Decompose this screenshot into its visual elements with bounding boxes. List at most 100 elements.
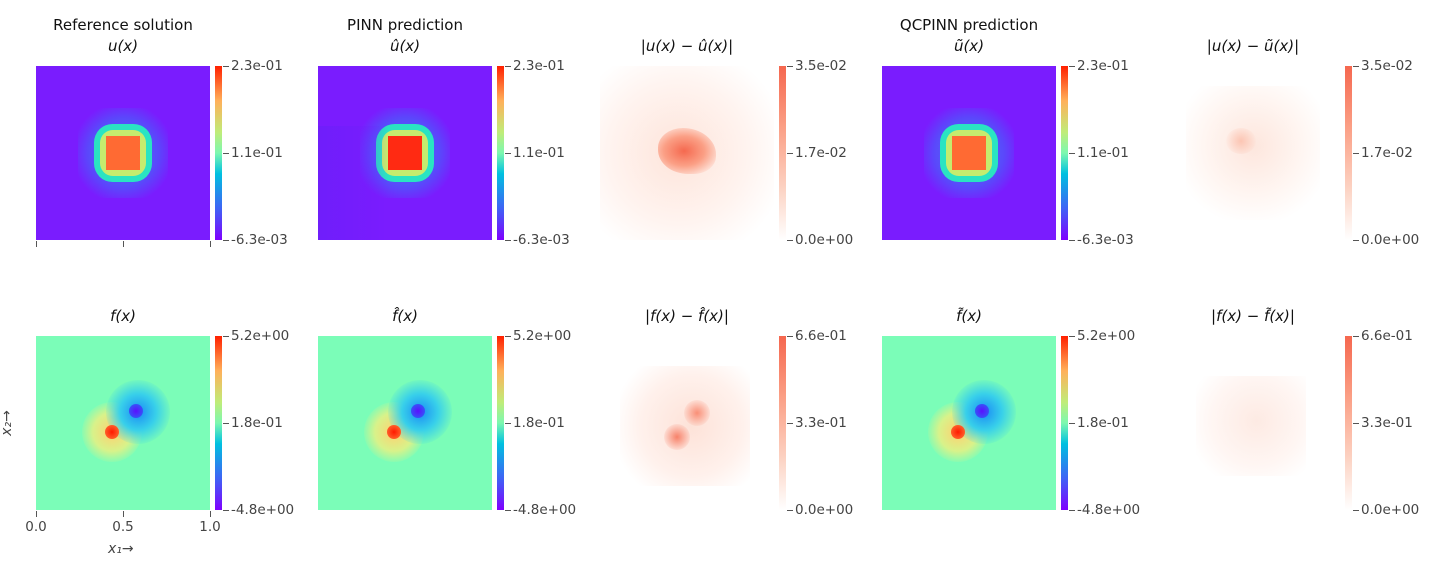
negative-lobe-peak [129, 404, 143, 418]
panel-r1c3-colorbar-label-1: 1.8e-01 [1077, 415, 1129, 431]
panel-r0c1-colorbar-label-2: -6.3e-03 [513, 232, 570, 248]
panel-r0c1-colorbar-tick-2 [505, 240, 511, 241]
error-peak [1226, 128, 1256, 154]
panel-r0c1-colorbar [497, 66, 504, 240]
panel-r0c4-heatmap [1166, 66, 1340, 240]
error-peak [658, 128, 716, 174]
panel-r1c3-title: f̃(x) [956, 307, 982, 325]
panel-r1c4-colorbar-tick-0 [1353, 336, 1359, 337]
panel-r0c1-colorbar-label-0: 2.3e-01 [513, 58, 565, 74]
bottom-left-xtick-0 [36, 511, 37, 517]
panel-r0c3-colorbar-tick-0 [1069, 66, 1075, 67]
top-left-xtick-1 [123, 241, 124, 247]
panel-r0c3-colorbar [1061, 66, 1068, 240]
panel-r1c2-colorbar-tick-2 [787, 510, 793, 511]
field-core [106, 136, 140, 170]
panel-r1c4-colorbar [1345, 336, 1352, 510]
panel-r1c1-title: f̂(x) [392, 307, 418, 325]
error-peak-2 [684, 400, 710, 426]
panel-r0c0-colorbar [215, 66, 222, 240]
panel-r1c1-colorbar-tick-2 [505, 510, 511, 511]
top-left-xtick-2 [210, 241, 211, 247]
panel-r1c0-colorbar-label-2: -4.8e+00 [231, 502, 295, 518]
panel-r1c3-colorbar-label-0: 5.2e+00 [1077, 328, 1136, 344]
panel-r1c1-colorbar-label-2: -4.8e+00 [513, 502, 577, 518]
panel-r0c2-colorbar-tick-0 [787, 66, 793, 67]
x-axis-label: x₁→ [108, 541, 134, 557]
panel-r1c2-colorbar-label-2: 0.0e+00 [795, 502, 854, 518]
panel-r0c0-suptitle: Reference solution [53, 16, 193, 34]
panel-r0c4-colorbar-label-2: 0.0e+00 [1361, 232, 1420, 248]
panel-r1c2-colorbar-label-1: 3.3e-01 [795, 415, 847, 431]
positive-lobe-peak [951, 425, 965, 439]
panel-r0c0-colorbar-tick-1 [223, 153, 229, 154]
panel-r0c4-colorbar-tick-2 [1353, 240, 1359, 241]
panel-r0c0-colorbar-label-2: -6.3e-03 [231, 232, 288, 248]
panel-r1c2-colorbar [779, 336, 786, 510]
panel-r1c2-colorbar-label-0: 6.6e-01 [795, 328, 847, 344]
panel-r0c2-colorbar-label-2: 0.0e+00 [795, 232, 854, 248]
panel-r0c4-colorbar [1345, 66, 1352, 240]
panel-r0c0-colorbar-tick-0 [223, 66, 229, 67]
panel-r1c3-colorbar-label-2: -4.8e+00 [1077, 502, 1141, 518]
panel-r1c1-heatmap [318, 336, 492, 510]
panel-r0c3-title: ũ(x) [953, 37, 985, 55]
panel-r1c1-colorbar-label-1: 1.8e-01 [513, 415, 565, 431]
panel-r0c1-suptitle: PINN prediction [347, 16, 463, 34]
panel-r1c0-colorbar-tick-0 [223, 336, 229, 337]
negative-lobe-peak [411, 404, 425, 418]
panel-r1c0-title: f(x) [110, 307, 136, 325]
panel-r0c3-heatmap [882, 66, 1056, 240]
panel-r1c1-colorbar-tick-1 [505, 423, 511, 424]
positive-lobe-peak [105, 425, 119, 439]
panel-r0c0-colorbar-label-0: 2.3e-01 [231, 58, 283, 74]
panel-r0c0-title: u(x) [107, 37, 139, 55]
panel-r1c0-colorbar-label-1: 1.8e-01 [231, 415, 283, 431]
top-left-xtick-0 [36, 241, 37, 247]
panel-r1c4-colorbar-tick-1 [1353, 423, 1359, 424]
panel-r1c4-heatmap [1166, 336, 1340, 510]
panel-r0c1-colorbar-tick-0 [505, 66, 511, 67]
field-bias [318, 126, 388, 240]
panel-r1c0-colorbar-label-0: 5.2e+00 [231, 328, 290, 344]
y-axis-label: x₂→ [0, 410, 15, 436]
panel-r0c1-title: û(x) [389, 37, 421, 55]
panel-r1c4-colorbar-label-2: 0.0e+00 [1361, 502, 1420, 518]
panel-r1c3-colorbar-tick-1 [1069, 423, 1075, 424]
panel-r0c2-colorbar-tick-2 [787, 240, 793, 241]
error-wash [1196, 376, 1306, 476]
panel-r1c3-colorbar-tick-0 [1069, 336, 1075, 337]
bottom-left-xtick-label-1: 0.5 [112, 519, 134, 535]
panel-r1c1-colorbar-tick-0 [505, 336, 511, 337]
panel-r0c3-colorbar-label-1: 1.1e-01 [1077, 145, 1129, 161]
panel-r1c3-heatmap [882, 336, 1056, 510]
panel-r1c4-title: |f(x) − f̃(x)| [1211, 307, 1295, 325]
bottom-left-xtick-label-2: 1.0 [199, 519, 221, 535]
panel-r0c0-colorbar-label-1: 1.1e-01 [231, 145, 283, 161]
panel-r1c4-colorbar-label-1: 3.3e-01 [1361, 415, 1413, 431]
field-core [952, 136, 986, 170]
panel-r0c2-heatmap [600, 66, 774, 240]
panel-r0c3-colorbar-tick-1 [1069, 153, 1075, 154]
panel-r0c0-heatmap [36, 66, 210, 240]
panel-r0c3-colorbar-tick-2 [1069, 240, 1075, 241]
panel-r0c2-colorbar-label-0: 3.5e-02 [795, 58, 847, 74]
negative-lobe-peak [975, 404, 989, 418]
bottom-left-xtick-1 [123, 511, 124, 517]
panel-r0c4-colorbar-label-1: 1.7e-02 [1361, 145, 1413, 161]
panel-r0c2-title: |u(x) − û(x)| [640, 37, 734, 55]
panel-r1c2-heatmap [600, 336, 774, 510]
field-core [388, 136, 422, 170]
panel-r1c3-colorbar [1061, 336, 1068, 510]
positive-lobe-peak [387, 425, 401, 439]
panel-r1c0-colorbar [215, 336, 222, 510]
panel-r1c3-colorbar-tick-2 [1069, 510, 1075, 511]
error-peak-1 [664, 424, 690, 450]
panel-r0c0-colorbar-tick-2 [223, 240, 229, 241]
panel-r0c2-colorbar [779, 66, 786, 240]
panel-r1c2-colorbar-tick-1 [787, 423, 793, 424]
panel-r1c4-colorbar-label-0: 6.6e-01 [1361, 328, 1413, 344]
panel-r0c4-colorbar-tick-0 [1353, 66, 1359, 67]
panel-r1c1-colorbar-label-0: 5.2e+00 [513, 328, 572, 344]
error-wash [1186, 86, 1320, 220]
